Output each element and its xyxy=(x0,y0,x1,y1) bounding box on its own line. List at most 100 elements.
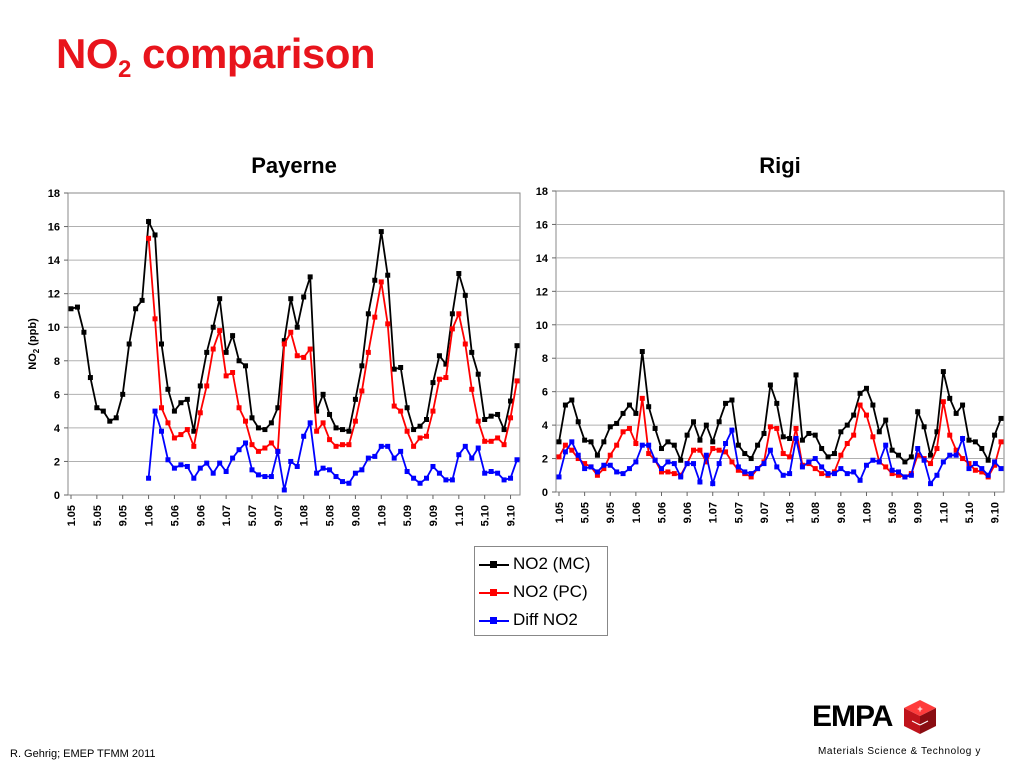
data-point xyxy=(372,277,378,283)
data-point xyxy=(710,446,716,452)
data-point xyxy=(378,279,384,285)
data-point xyxy=(582,437,588,443)
data-point xyxy=(992,459,998,465)
data-point xyxy=(915,452,921,458)
data-point xyxy=(953,447,959,453)
data-point xyxy=(755,442,761,448)
data-point xyxy=(729,397,735,403)
y-tick-label: 16 xyxy=(48,222,60,234)
data-point xyxy=(774,400,780,406)
x-tick-label: 5.05 xyxy=(580,502,592,523)
data-point xyxy=(633,441,639,447)
data-point xyxy=(908,454,914,460)
data-point xyxy=(456,271,462,277)
data-point xyxy=(556,474,562,480)
data-point xyxy=(626,402,632,408)
data-point xyxy=(314,428,320,434)
data-point xyxy=(620,429,626,435)
data-point xyxy=(411,475,417,481)
data-point xyxy=(934,429,940,435)
data-point xyxy=(863,462,869,468)
data-point xyxy=(113,415,119,421)
data-point xyxy=(158,428,164,434)
data-point xyxy=(501,442,507,448)
data-point xyxy=(825,471,831,477)
data-point xyxy=(469,386,475,392)
data-point xyxy=(165,386,171,392)
data-point xyxy=(436,353,442,359)
data-point xyxy=(346,442,352,448)
data-point xyxy=(184,463,190,469)
y-tick-label: 8 xyxy=(54,356,60,368)
data-point xyxy=(184,396,190,402)
data-point xyxy=(729,427,735,433)
data-point xyxy=(268,440,274,446)
data-point xyxy=(120,391,126,397)
data-point xyxy=(249,415,255,421)
data-point xyxy=(133,306,139,312)
series-line xyxy=(147,410,518,491)
y-tick-label: 10 xyxy=(48,322,60,334)
data-point xyxy=(684,432,690,438)
y-tick-label: 12 xyxy=(48,289,60,301)
data-point xyxy=(488,438,494,444)
y-tick-label: 10 xyxy=(536,320,548,332)
data-point xyxy=(178,432,184,438)
data-point xyxy=(646,451,652,457)
x-tick-label: 5.08 xyxy=(325,505,337,526)
x-tick-label: 1.09 xyxy=(376,505,388,526)
x-tick-label: 1.07 xyxy=(708,502,720,523)
data-point xyxy=(742,451,748,457)
data-point xyxy=(320,465,326,471)
data-point xyxy=(819,446,825,452)
data-point xyxy=(716,419,722,425)
data-point xyxy=(960,402,966,408)
data-point xyxy=(514,343,520,349)
data-point xyxy=(889,447,895,453)
data-point xyxy=(184,427,190,433)
data-point xyxy=(236,358,242,364)
data-point xyxy=(614,420,620,426)
chart-rigi: 0 2 4 6 8 10 12 14 16 18 1.05 5.05 9.05 1.06 5.06 9.06 1… xyxy=(536,186,1005,523)
data-point xyxy=(210,346,216,352)
data-point xyxy=(456,452,462,458)
data-point xyxy=(793,425,799,431)
data-point xyxy=(495,470,501,476)
x-tick-label: 5.08 xyxy=(810,502,822,523)
data-point xyxy=(870,457,876,463)
data-point xyxy=(488,469,494,475)
data-point xyxy=(921,424,927,430)
data-point xyxy=(658,469,664,475)
data-point xyxy=(417,435,423,441)
data-point xyxy=(940,459,946,465)
data-point xyxy=(863,412,869,418)
data-point xyxy=(960,435,966,441)
data-point xyxy=(443,477,449,483)
data-point xyxy=(346,428,352,434)
x-tick-label: 9.05 xyxy=(118,505,130,526)
data-point xyxy=(255,472,261,478)
data-point xyxy=(314,408,320,414)
y-tick-label: 18 xyxy=(48,188,60,200)
data-point xyxy=(819,471,825,477)
data-point xyxy=(488,413,494,419)
data-point xyxy=(966,437,972,443)
data-point xyxy=(960,456,966,462)
x-tick-label: 9.09 xyxy=(428,505,440,526)
x-tick-label: 5.10 xyxy=(480,505,492,526)
data-point xyxy=(703,459,709,465)
series-no2-pc- xyxy=(146,235,520,454)
data-point xyxy=(255,448,261,454)
data-point xyxy=(288,458,294,464)
chart-payerne: 0 2 4 6 8 10 12 14 16 18 1.05 5.05 9.05 1.06 5.06 9.06 1… xyxy=(27,188,521,526)
data-point xyxy=(475,371,481,377)
data-point xyxy=(307,420,313,426)
x-tick-label: 9.08 xyxy=(836,502,848,523)
x-tick-label: 1.10 xyxy=(938,502,950,523)
data-point xyxy=(469,455,475,461)
data-point xyxy=(210,324,216,330)
data-point xyxy=(748,456,754,462)
data-point xyxy=(812,456,818,462)
data-point xyxy=(774,464,780,470)
